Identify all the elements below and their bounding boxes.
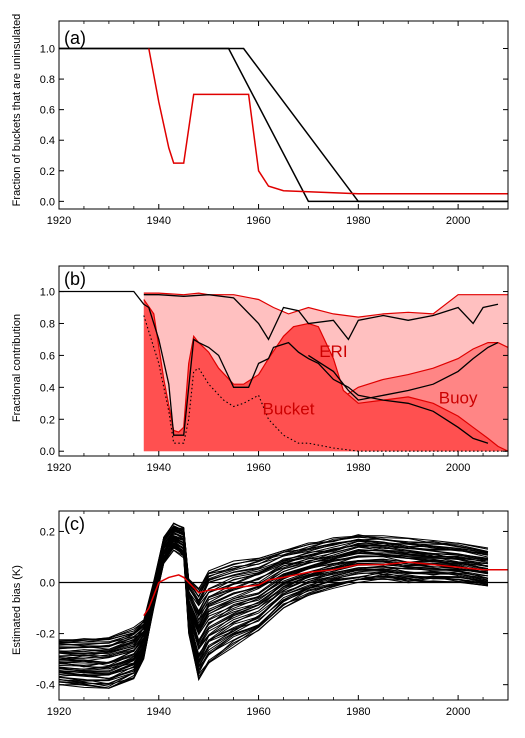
panel-a-series-line-1	[59, 47, 508, 203]
ensemble-member-line	[59, 533, 489, 660]
ensemble-member-line	[59, 536, 489, 669]
panel-a-ylabel: Fraction of buckets that are uninsulated	[11, 14, 23, 207]
panel-a-series-line-3	[148, 48, 508, 195]
panel-a-y-tick-label: 1.0	[40, 44, 55, 56]
panel-b-x-tick-label: 1920	[47, 462, 71, 474]
eri-top-line	[143, 292, 508, 318]
panel-a-y-tick-label: 0.0	[40, 196, 55, 208]
panel-a-y-tick-label: 0.6	[40, 105, 55, 117]
panel-a-series-line-2	[59, 47, 508, 203]
annotation-eri: ERI	[319, 342, 347, 361]
panel-c-x-tick-label: 2000	[446, 706, 470, 718]
panel-c-x-tick-label: 1980	[346, 706, 370, 718]
panel-a-x-tick-label: 1940	[147, 215, 171, 227]
panel-b-area-group	[59, 290, 508, 452]
panel-a-series-group	[59, 47, 508, 203]
ensemble-members	[59, 522, 489, 689]
panel-b-y-tick-label: 1.0	[40, 287, 55, 299]
panel-c-ylabel: Estimated bias (K)	[11, 565, 23, 655]
panel-a-x-tick-label: 1960	[246, 215, 270, 227]
panel-b-label: (b)	[64, 269, 86, 289]
panel-a-y-tick-label: 0.8	[40, 74, 55, 86]
ensemble-member-line	[59, 522, 489, 641]
panel-c-x-tick-label: 1920	[47, 706, 71, 718]
panel-c-y-tick-label: 0.2	[40, 526, 55, 538]
panel-b-y-tick-label: 0.8	[40, 318, 55, 330]
panel-a-label: (a)	[64, 28, 86, 48]
ensemble-member-line	[59, 532, 489, 659]
panel-b: 1920 1940 1960 1980 2000 0.0 0.2 0.4 0.6 0.8 1.0 (…	[11, 265, 509, 474]
annotation-buoy: Buoy	[439, 388, 478, 407]
panel-b-x-tick-label: 1940	[147, 462, 171, 474]
panel-b-line-1	[59, 290, 489, 444]
ensemble-member-line	[59, 523, 489, 642]
panel-c-x-tick-label: 1960	[246, 706, 270, 718]
panel-a-x-tick-label: 1980	[346, 215, 370, 227]
panel-b-line-3	[308, 342, 499, 401]
ensemble-member-line	[59, 543, 489, 682]
median-red-line	[143, 561, 508, 617]
panel-c-y-tick-label: -0.2	[36, 629, 55, 641]
ensemble-member-line	[59, 549, 489, 689]
panel-c-y-tick-label: -0.4	[36, 680, 55, 692]
panel-a-x-tick-label: 1920	[47, 215, 71, 227]
buoy-top-line	[333, 342, 508, 404]
ensemble-member-line	[59, 525, 489, 644]
annotation-bucket: Bucket	[262, 399, 314, 418]
panel-c-y-tick-label: 0.0	[40, 578, 55, 590]
panel-c-x-tick-label: 1940	[147, 706, 171, 718]
panel-a: 1920 1940 1960 1980 2000 0.0 0.2 0.4 0.6 0.8 1.0 (…	[11, 14, 509, 227]
panel-a-y-tick-label: 0.2	[40, 166, 55, 178]
panel-b-y-tick-label: 0.6	[40, 350, 55, 362]
ensemble-member-line	[59, 529, 489, 649]
bucket-area	[143, 299, 508, 452]
panel-b-y-tick-label: 0.2	[40, 414, 55, 426]
panel-c-label: (c)	[64, 514, 85, 534]
panel-b-x-tick-label: 1980	[346, 462, 370, 474]
panel-b-x-tick-label: 1960	[246, 462, 270, 474]
panel-a-y-tick-label: 0.4	[40, 135, 55, 147]
panel-c-series-group	[59, 522, 508, 689]
bucket-top-line	[143, 299, 508, 452]
panel-b-ylabel: Fractional contribution	[11, 314, 23, 422]
panel-c: 1920 1940 1960 1980 2000 -0.4 -0.2 0.0 0.2 (c) E…	[11, 510, 509, 718]
panel-b-y-tick-label: 0.0	[40, 446, 55, 458]
panel-b-line-2	[143, 294, 499, 341]
ensemble-member-line	[59, 528, 489, 649]
ensemble-member-line	[59, 530, 489, 653]
panel-b-line-4	[143, 315, 508, 452]
panel-b-x-tick-label: 2000	[446, 462, 470, 474]
panel-b-y-tick-label: 0.4	[40, 382, 55, 394]
panel-a-x-tick-label: 2000	[446, 215, 470, 227]
